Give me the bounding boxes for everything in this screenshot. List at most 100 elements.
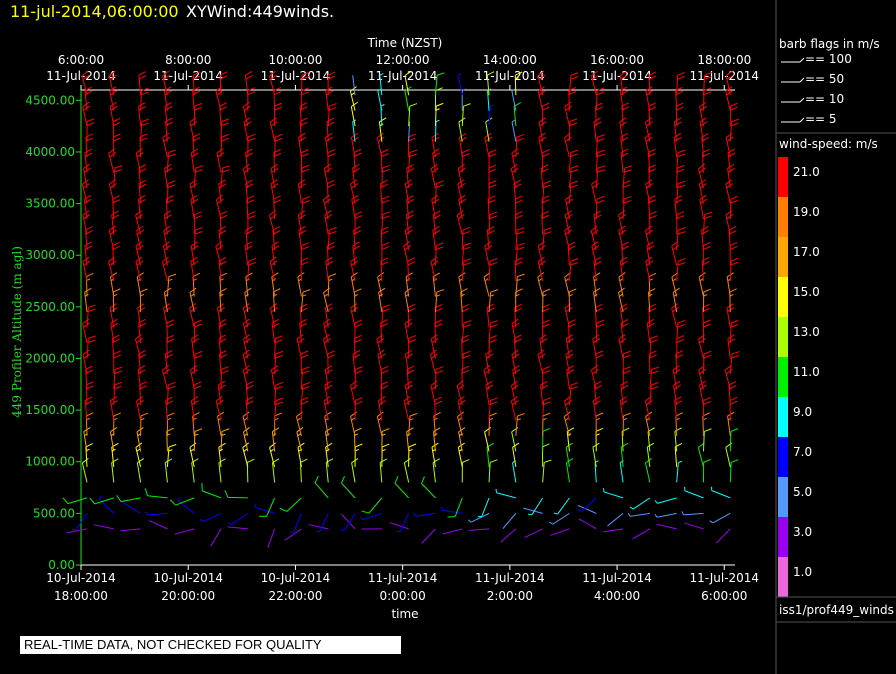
wind-barb — [136, 458, 145, 483]
barb-shaft — [593, 214, 597, 235]
barb-flag — [565, 399, 572, 406]
barb-shaft — [161, 261, 168, 282]
barb-shaft — [352, 168, 356, 189]
barb-shaft — [135, 447, 142, 468]
wind-barb — [542, 459, 552, 483]
barb-shaft — [434, 75, 438, 96]
barb-flag — [217, 307, 225, 313]
barb-flag — [140, 294, 145, 297]
wind-barb — [108, 70, 117, 96]
barb-flag — [725, 368, 733, 375]
wind-barb — [199, 512, 222, 523]
barb-flag — [301, 370, 310, 374]
wind-barb — [219, 210, 228, 235]
barb-flag — [275, 381, 284, 386]
wind-barb — [271, 241, 280, 266]
wind-barb — [676, 319, 686, 344]
barb-flag — [300, 458, 308, 463]
top-tick-date: 11-Jul-2014 — [368, 69, 438, 83]
barb-shaft — [109, 307, 115, 328]
barb-flag — [136, 448, 141, 452]
wind-barb — [245, 148, 253, 173]
barb-flag — [672, 306, 680, 313]
wind-barb — [567, 241, 576, 266]
barb-flag — [623, 412, 631, 417]
barb-shaft — [470, 512, 490, 523]
barb-shaft — [274, 338, 276, 359]
barb-flag — [164, 102, 172, 107]
barb-shaft — [430, 261, 436, 282]
barb-shaft — [432, 152, 436, 173]
barb-flag — [568, 319, 576, 324]
barb-flag — [244, 121, 252, 127]
barb-flag — [323, 194, 330, 201]
barb-shaft — [350, 276, 356, 297]
barb-flag — [194, 323, 202, 328]
barb-flag — [435, 308, 443, 312]
wind-barb — [577, 504, 597, 514]
barb-shaft — [514, 261, 517, 282]
barb-flag — [623, 196, 632, 200]
barb-flag — [191, 334, 199, 340]
wind-barb — [109, 272, 118, 297]
barb-flag — [382, 215, 390, 220]
barb-flag — [436, 294, 441, 297]
barb-shaft — [702, 431, 705, 452]
barb-shaft — [220, 168, 223, 189]
wind-barb — [166, 149, 176, 173]
barb-flag — [247, 137, 256, 142]
barb-flag — [274, 106, 282, 111]
barb-flag — [325, 214, 333, 220]
barb-flag — [195, 165, 204, 169]
barb-flag — [570, 165, 579, 169]
wind-barb — [461, 88, 466, 111]
barb-flag — [484, 427, 492, 433]
barb-flag — [168, 278, 173, 282]
wind-barb — [201, 483, 222, 499]
barb-shaft — [166, 431, 168, 452]
wind-barb — [112, 288, 121, 313]
barb-flag — [489, 180, 497, 185]
barb-shaft — [165, 199, 168, 220]
wind-barb — [169, 497, 195, 506]
barb-flag — [463, 320, 472, 324]
barb-flag — [570, 262, 579, 266]
barb-flag — [272, 245, 280, 251]
barb-flag — [247, 458, 255, 463]
barb-flag — [516, 418, 521, 421]
barb-shaft — [511, 431, 517, 452]
wind-barb — [488, 320, 498, 344]
wind-barb — [549, 512, 570, 525]
barb-flag — [597, 153, 605, 158]
barb-shaft — [581, 497, 597, 512]
barb-legend-flag — [799, 77, 805, 83]
wind-barb — [94, 524, 114, 530]
barb-flag — [430, 349, 437, 355]
barb-flag — [406, 365, 415, 370]
barb-shaft — [648, 75, 651, 96]
barb-flag — [490, 324, 498, 328]
top-tick-date: 11-Jul-2014 — [582, 69, 652, 83]
barb-flag — [435, 370, 444, 374]
wind-barb — [458, 427, 466, 452]
barb-shaft — [593, 261, 597, 282]
barb-flag — [703, 397, 711, 401]
wind-barb — [432, 225, 441, 251]
barb-shaft — [729, 431, 732, 452]
barb-flag — [273, 199, 281, 204]
barb-flag — [274, 417, 279, 421]
barb-flag — [381, 149, 389, 154]
barb-shaft — [242, 354, 249, 375]
wind-barb — [219, 71, 228, 96]
barb-flag — [648, 71, 657, 76]
barb-flag — [436, 289, 445, 293]
barb-shaft — [646, 447, 651, 467]
wind-barb — [85, 272, 94, 297]
barb-flag — [216, 90, 224, 96]
barb-flag — [81, 70, 89, 77]
barb-shaft — [673, 121, 678, 142]
barb-flag — [109, 74, 117, 80]
barb-flag — [619, 70, 628, 76]
barb-flag — [219, 102, 227, 107]
wind-barb — [242, 101, 251, 127]
